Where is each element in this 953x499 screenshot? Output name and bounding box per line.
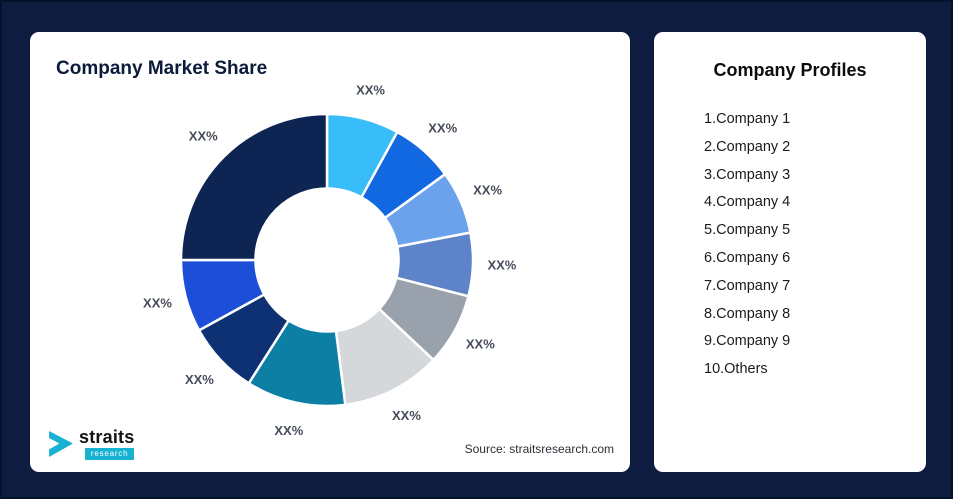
slice-label-5: XX% <box>466 336 495 351</box>
slice-label-2: XX% <box>428 121 457 136</box>
slice-label-6: XX% <box>392 408 421 423</box>
slice-label-1: XX% <box>356 82 385 97</box>
logo-text: straits research <box>79 427 135 460</box>
slice-label-10: XX% <box>189 128 218 143</box>
company-profile-item: 4.Company 4 <box>704 194 791 211</box>
slice-label-8: XX% <box>185 372 214 387</box>
company-profile-item: 10.Others <box>704 361 768 378</box>
donut-chart: XX% XX% XX% XX% XX% XX% XX% XX% XX% XX% <box>143 82 517 438</box>
slice-label-7: XX% <box>274 423 303 438</box>
company-profile-item: 5.Company 5 <box>704 222 791 239</box>
slice-label-4: XX% <box>487 257 516 272</box>
company-profile-item: 3.Company 3 <box>704 166 791 183</box>
donut-slice-10 <box>179 112 329 262</box>
company-profile-item: 1.Company 1 <box>704 111 791 127</box>
market-share-card: Company Market Share XX% XX% XX% XX% XX% XX% X… <box>30 32 630 472</box>
logo-sub-text: research <box>84 448 135 460</box>
straits-logo-icon <box>49 431 73 457</box>
company-profiles-card: Company Profiles 1.Company 1 2.Company 2 3… <box>654 32 926 472</box>
chart-title: Company Market Share <box>56 58 268 79</box>
company-profile-item: 7.Company 7 <box>704 277 791 294</box>
source-text: Source: straitsresearch.com <box>464 442 614 456</box>
slice-label-3: XX% <box>473 182 502 197</box>
company-profile-item: 8.Company 8 <box>704 305 791 322</box>
logo-brand-text: straits <box>79 427 135 447</box>
profiles-list: 1.Company 1 2.Company 2 3.Company 3 4.Compa… <box>704 106 910 384</box>
straits-research-logo: straits research <box>48 427 135 460</box>
profiles-title: Company Profiles <box>713 60 867 80</box>
company-profile-item: 6.Company 6 <box>704 249 791 266</box>
slice-label-9: XX% <box>143 296 172 311</box>
company-profile-item: 9.Company 9 <box>704 333 791 350</box>
company-profile-item: 2.Company 2 <box>704 138 791 155</box>
